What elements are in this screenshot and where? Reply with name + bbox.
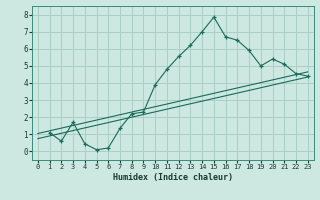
X-axis label: Humidex (Indice chaleur): Humidex (Indice chaleur) [113,173,233,182]
